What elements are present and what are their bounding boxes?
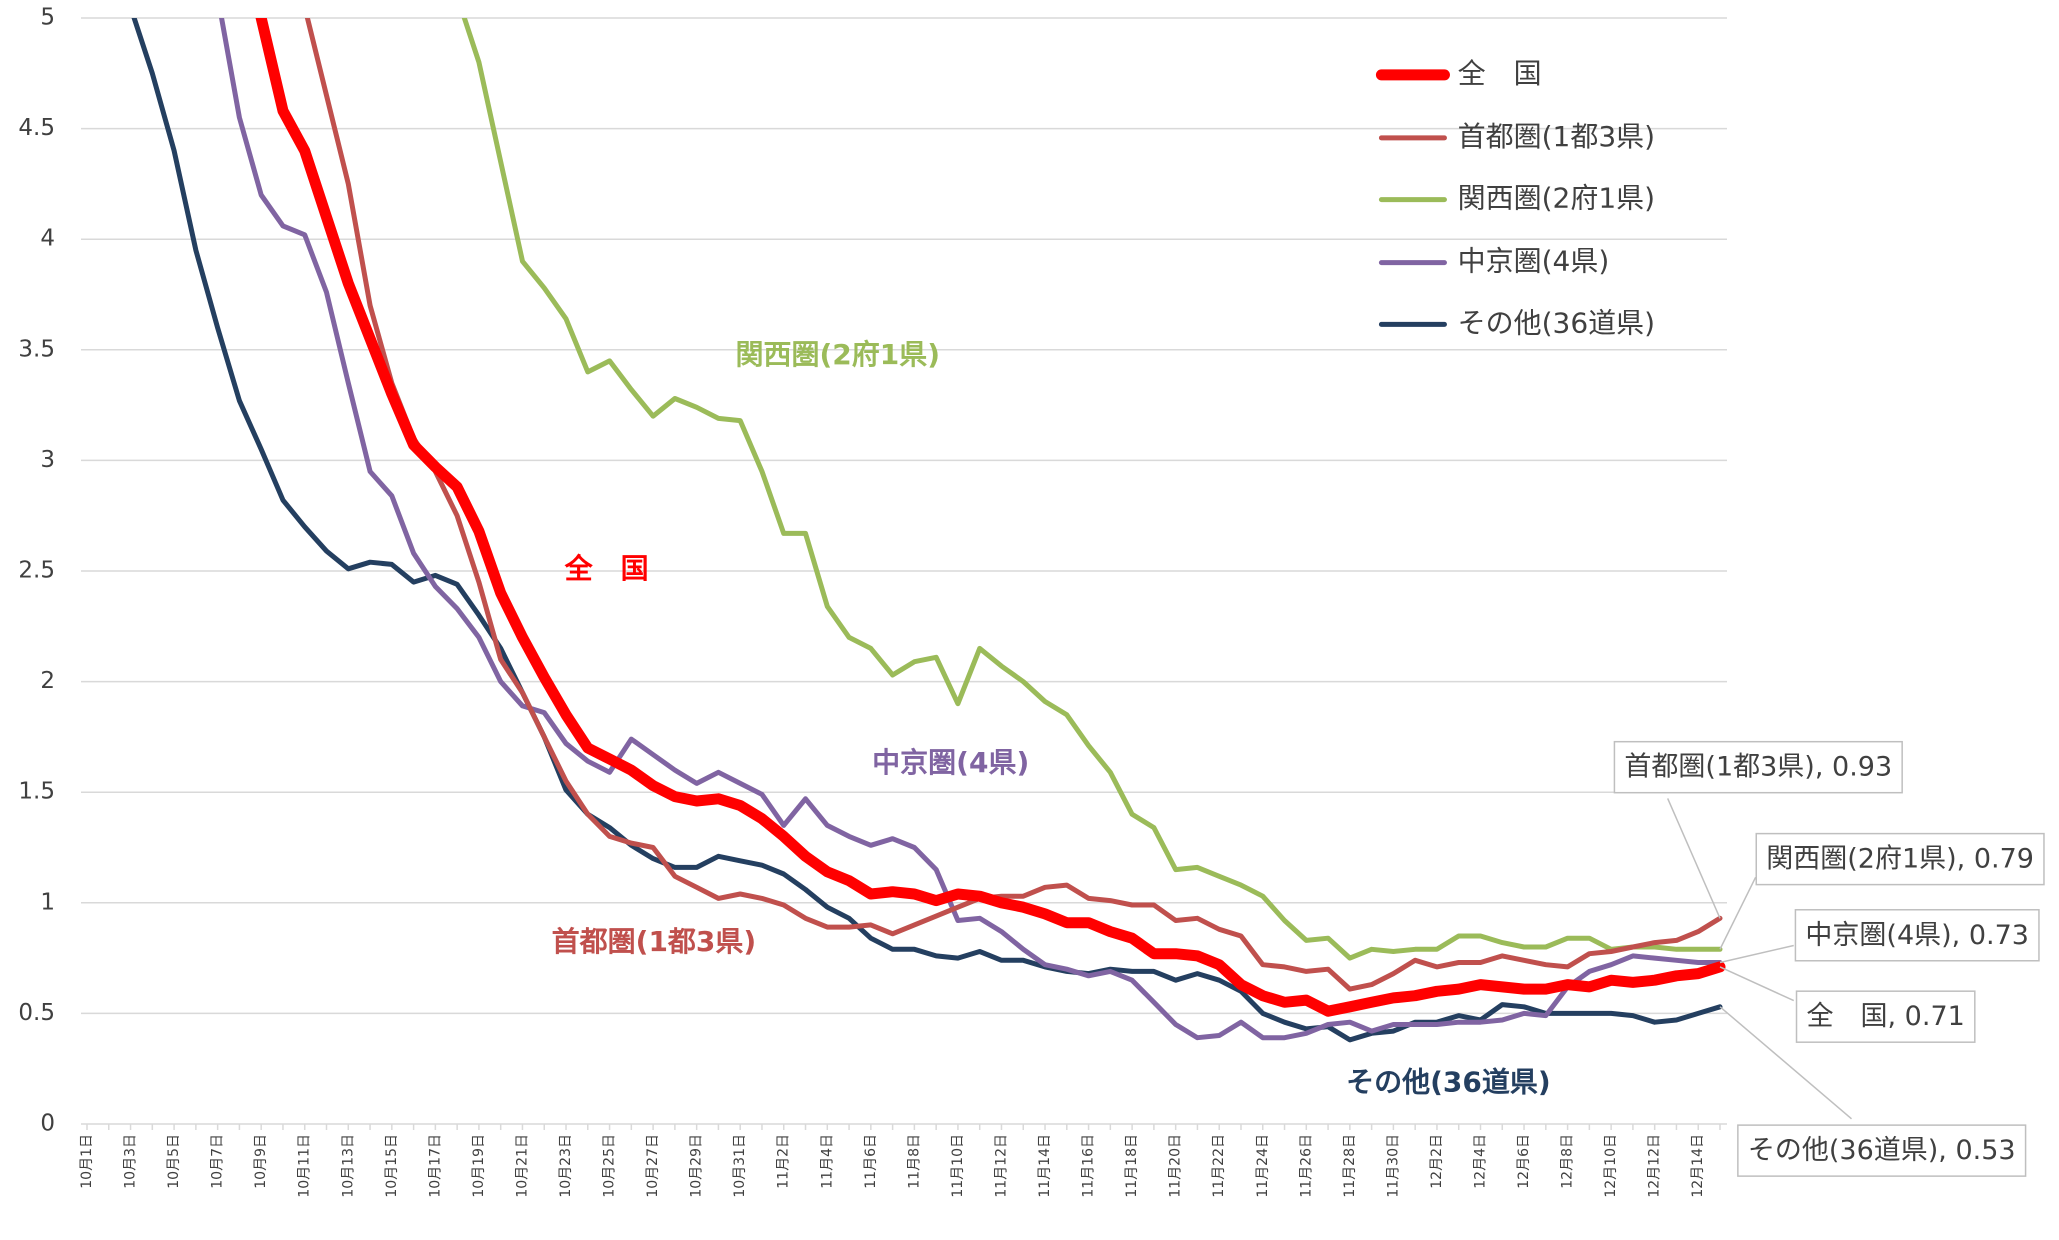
callout-leader <box>1666 798 1721 919</box>
callout-leader <box>1719 1006 1853 1120</box>
x-tick-label: 10月7日 <box>210 1134 226 1189</box>
callout-box <box>1794 909 2040 962</box>
x-tick-label: 11月2日 <box>776 1134 792 1189</box>
x-tick-label: 10月29日 <box>689 1134 705 1198</box>
y-tick-label: 3 <box>40 447 55 473</box>
legend-label: 首都圏(1都3県) <box>1458 120 1655 153</box>
callout-box <box>1737 1124 2027 1177</box>
series-line <box>255 18 1726 1017</box>
annotation: 中京圏(4県) <box>872 746 1029 779</box>
x-tick-label: 12月4日 <box>1472 1134 1488 1189</box>
y-tick-label: 5 <box>40 5 55 31</box>
callout-label: その他(36道県), 0.53 <box>1748 1135 2016 1166</box>
x-tick-label: 11月28日 <box>1342 1134 1358 1198</box>
callout-label: 全 国, 0.71 <box>1807 1001 1965 1032</box>
x-tick-label: 11月6日 <box>863 1134 879 1189</box>
legend-label: その他(36道県) <box>1458 306 1655 339</box>
x-tick-label: 12月12日 <box>1647 1134 1663 1198</box>
callout-leader <box>1719 966 1795 1002</box>
callout-label: 中京圏(4県), 0.73 <box>1805 920 2029 951</box>
x-tick-label: 11月18日 <box>1124 1134 1140 1198</box>
y-tick-label: 1 <box>40 889 55 915</box>
x-tick-label: 11月8日 <box>906 1134 922 1189</box>
callout-box <box>1795 990 1976 1043</box>
x-tick-label: 11月16日 <box>1081 1134 1097 1198</box>
x-tick-label: 12月14日 <box>1690 1134 1706 1198</box>
callout-box <box>1613 740 1903 794</box>
lines <box>131 18 1726 1043</box>
x-tick-label: 11月30日 <box>1385 1134 1401 1198</box>
callout-box <box>1755 832 2045 886</box>
x-tick-label: 10月1日 <box>79 1134 95 1189</box>
x-tick-label: 10月21日 <box>514 1134 530 1198</box>
y-tick-label: 2 <box>40 668 55 694</box>
x-tick-label: 10月31日 <box>732 1134 748 1198</box>
x-tick-label: 10月11日 <box>297 1134 313 1198</box>
x-tick-label: 11月14日 <box>1037 1134 1053 1198</box>
x-tick-label: 11月22日 <box>1211 1134 1227 1198</box>
callout-label: 首都圏(1都3県), 0.93 <box>1624 752 1892 783</box>
x-tick-label: 11月10日 <box>950 1134 966 1198</box>
x-tick-label: 11月20日 <box>1168 1134 1184 1198</box>
x-tick-label: 10月27日 <box>645 1134 661 1198</box>
x-tick-label: 10月15日 <box>384 1134 400 1198</box>
callout-leader <box>1719 944 1794 964</box>
x-tick-label: 10月13日 <box>340 1134 356 1198</box>
y-tick-label: 4.5 <box>18 115 55 141</box>
y-tick-label: 4 <box>40 226 55 252</box>
legend-label: 全 国 <box>1458 57 1542 90</box>
annotation: 関西圏(2府1県) <box>736 338 941 371</box>
grid <box>81 17 1727 1130</box>
legend-label: 関西圏(2府1県) <box>1458 182 1655 215</box>
y-tick-label: 1.5 <box>18 779 55 805</box>
x-tick-label: 10月23日 <box>558 1134 574 1198</box>
annotation: その他(36道県) <box>1346 1065 1551 1098</box>
legend-label: 中京圏(4県) <box>1458 245 1610 278</box>
series-line <box>461 18 1723 961</box>
x-tick-label: 10月9日 <box>253 1134 269 1189</box>
x-tick-label: 10月3日 <box>123 1134 139 1189</box>
callout-label: 関西圏(2府1県), 0.79 <box>1766 844 2034 875</box>
x-tick-label: 11月12日 <box>993 1134 1009 1198</box>
y-tick-label: 2.5 <box>18 558 55 584</box>
x-tick-label: 12月8日 <box>1560 1134 1576 1189</box>
x-tick-label: 10月17日 <box>427 1134 443 1198</box>
labels: 0 0.5 1 1.5 2 2.5 3 3.5 4 4.5 5 10月1日 10月3日 10月5日 10月7… <box>18 5 2045 1198</box>
series-line <box>131 18 1723 1043</box>
x-tick-label: 10月25日 <box>602 1134 618 1198</box>
annotation: 全 国 <box>564 552 649 585</box>
annotation: 首都圏(1都3県) <box>552 925 757 958</box>
x-tick-label: 11月26日 <box>1298 1134 1314 1198</box>
x-tick-label: 11月4日 <box>819 1134 835 1189</box>
x-tick-label: 12月2日 <box>1429 1134 1445 1189</box>
callout-leader <box>1719 876 1757 950</box>
y-tick-label: 0 <box>40 1111 55 1137</box>
x-tick-label: 10月5日 <box>166 1134 182 1189</box>
x-tick-label: 10月19日 <box>471 1134 487 1198</box>
y-tick-label: 0.5 <box>18 1000 55 1026</box>
x-tick-label: 11月24日 <box>1255 1134 1271 1198</box>
series-line <box>219 18 1723 1041</box>
x-tick-label: 12月10日 <box>1603 1134 1619 1198</box>
series-line <box>304 18 1723 992</box>
y-tick-label: 3.5 <box>18 336 55 362</box>
x-tick-label: 12月6日 <box>1516 1134 1532 1189</box>
